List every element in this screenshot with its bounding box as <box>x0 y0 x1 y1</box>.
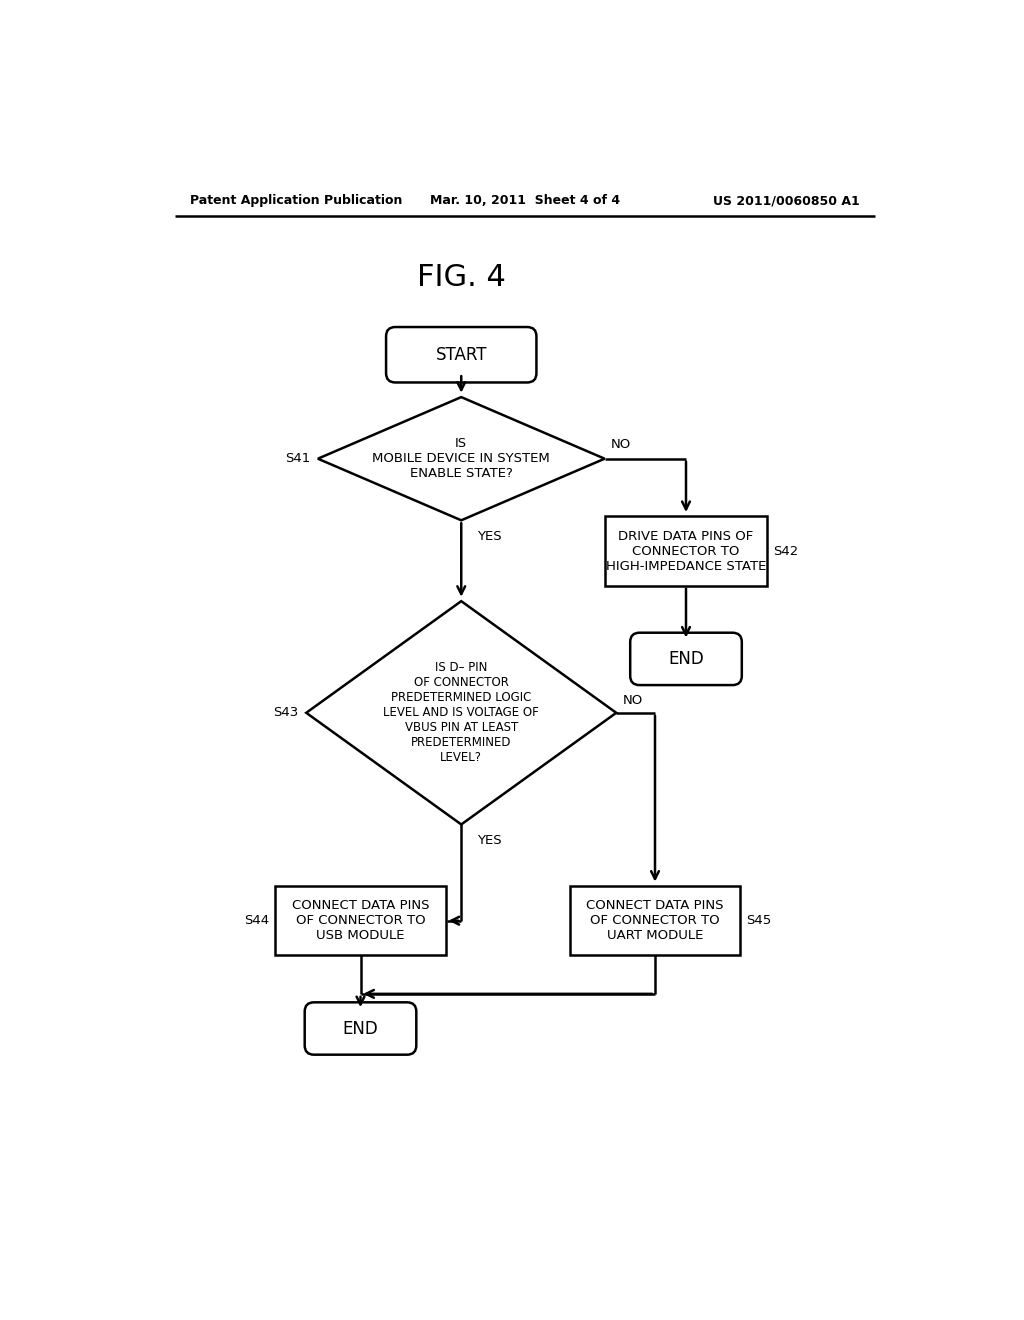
Polygon shape <box>306 601 616 825</box>
Text: IS
MOBILE DEVICE IN SYSTEM
ENABLE STATE?: IS MOBILE DEVICE IN SYSTEM ENABLE STATE? <box>373 437 550 480</box>
Text: IS D– PIN
OF CONNECTOR
PREDETERMINED LOGIC
LEVEL AND IS VOLTAGE OF
VBUS PIN AT L: IS D– PIN OF CONNECTOR PREDETERMINED LOG… <box>383 661 539 764</box>
Text: YES: YES <box>477 529 502 543</box>
Text: Mar. 10, 2011  Sheet 4 of 4: Mar. 10, 2011 Sheet 4 of 4 <box>430 194 620 207</box>
Bar <box>604 516 767 586</box>
Text: FIG. 4: FIG. 4 <box>417 263 506 292</box>
Text: S43: S43 <box>273 706 299 719</box>
Text: START: START <box>435 346 487 364</box>
Text: END: END <box>668 649 703 668</box>
Bar <box>275 886 445 956</box>
Text: Patent Application Publication: Patent Application Publication <box>190 194 402 207</box>
Text: CONNECT DATA PINS
OF CONNECTOR TO
USB MODULE: CONNECT DATA PINS OF CONNECTOR TO USB MO… <box>292 899 429 942</box>
Bar <box>569 886 740 956</box>
Text: CONNECT DATA PINS
OF CONNECTOR TO
UART MODULE: CONNECT DATA PINS OF CONNECTOR TO UART M… <box>587 899 724 942</box>
Text: NO: NO <box>611 438 631 451</box>
Text: S41: S41 <box>285 453 310 465</box>
Text: US 2011/0060850 A1: US 2011/0060850 A1 <box>713 194 859 207</box>
Polygon shape <box>317 397 604 520</box>
Text: END: END <box>343 1019 379 1038</box>
Text: S45: S45 <box>746 915 772 927</box>
FancyBboxPatch shape <box>630 632 741 685</box>
Text: DRIVE DATA PINS OF
CONNECTOR TO
HIGH-IMPEDANCE STATE: DRIVE DATA PINS OF CONNECTOR TO HIGH-IMP… <box>606 529 766 573</box>
Text: S42: S42 <box>773 545 799 557</box>
Text: YES: YES <box>477 834 502 846</box>
FancyBboxPatch shape <box>386 327 537 383</box>
FancyBboxPatch shape <box>305 1002 417 1055</box>
Text: NO: NO <box>623 693 643 706</box>
Text: S44: S44 <box>244 915 269 927</box>
